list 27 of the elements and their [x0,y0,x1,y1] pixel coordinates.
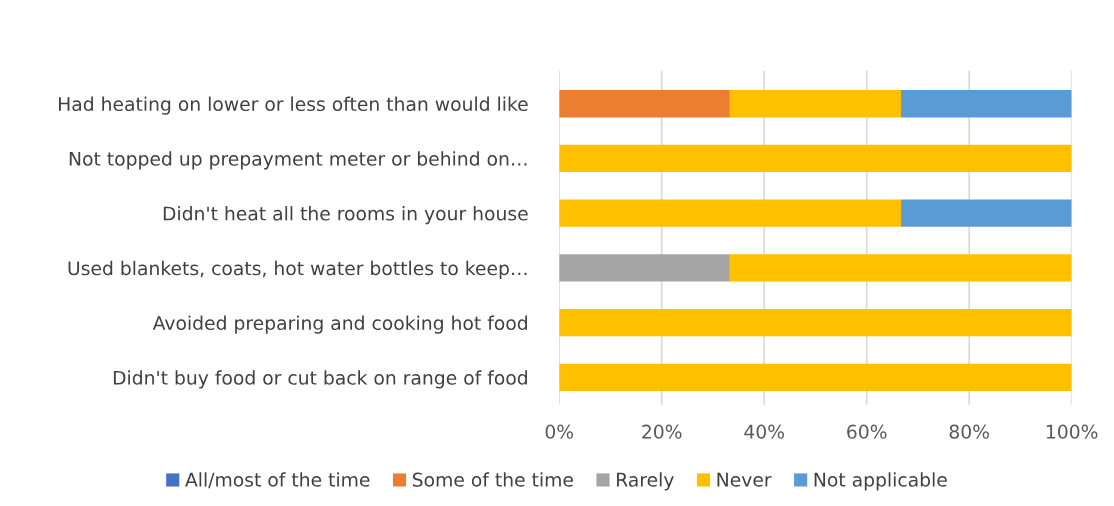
x-tick-label: 0% [545,424,574,439]
bar [901,199,1072,227]
legend-label: Never [717,472,772,487]
y-tick-label: Didn't heat all the rooms in your house [163,206,528,225]
bar [559,308,1072,337]
y-tick-label: Avoided preparing and cooking hot food [152,315,527,334]
legend-label: Some of the time [412,472,573,487]
y-tick-label: Used blankets, coats, hot water bottles to keep… [68,260,527,279]
bar [729,90,902,118]
x-tick-label: 40% [744,424,785,439]
legend-label: All/most of the time [185,472,370,489]
bar [559,363,1072,392]
x-tick-label: 20% [642,424,682,439]
bar [559,90,730,118]
x-tick-label: 100% [1046,424,1098,439]
y-tick-label: Not topped up prepayment meter or behind on… [69,151,527,170]
bar [729,254,1072,282]
legend-label: Not applicable [814,472,947,491]
y-tick-label: Didn't buy food or cut back on range of food [113,370,527,389]
bar [901,90,1072,118]
bar [559,144,1072,173]
legend-label: Rarely [617,472,674,491]
x-tick-label: 80% [949,424,989,439]
bar [559,199,902,227]
y-tick-label: Had heating on lower or less often than would like [59,96,528,115]
bar [559,254,730,282]
x-tick-label: 60% [847,424,887,439]
